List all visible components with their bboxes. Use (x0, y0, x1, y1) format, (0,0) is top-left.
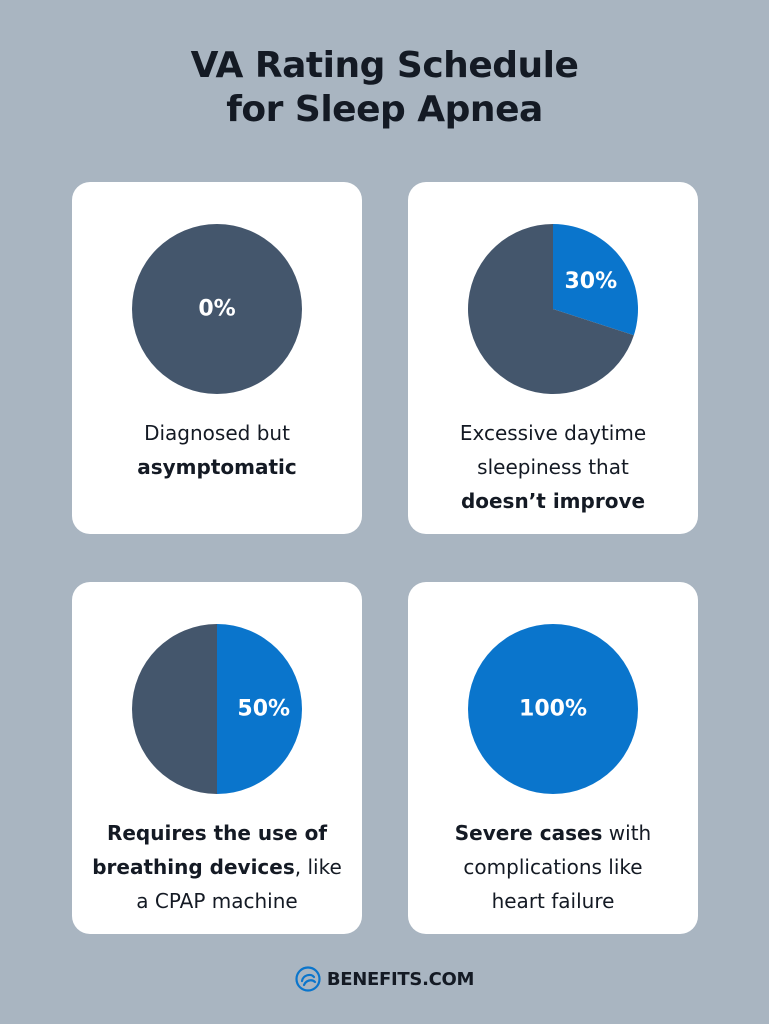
rating-description: Diagnosed but asymptomatic (82, 416, 352, 484)
description-text: heart failure (491, 889, 615, 913)
footer: BENEFITS.COM (0, 966, 769, 992)
description-bold-text: doesn’t improve (460, 489, 646, 513)
description-text: , like (294, 855, 342, 879)
rating-description: Excessive daytime sleepiness that doesn’t … (418, 416, 688, 518)
pie-slice-remainder (132, 224, 302, 394)
description-text: with (602, 821, 652, 845)
pie-slice-remainder (468, 224, 634, 394)
description-bold-text: asymptomatic (137, 455, 297, 479)
rating-card-30-percent: 30% Excessive daytime sleepiness that doesn… (408, 182, 698, 534)
page-title: VA Rating Schedule for Sleep Apnea (0, 44, 769, 132)
description-line: heart failure (418, 884, 688, 918)
description-text: Diagnosed but (144, 421, 290, 445)
rating-description: Severe cases with complications like heart… (418, 816, 688, 918)
pie-slice-rating (468, 624, 638, 794)
pie-percent-label: 50% (237, 697, 290, 722)
benefits-swirl-logo-icon (295, 966, 321, 992)
description-line: sleepiness that (418, 450, 688, 484)
pie-percent-label: 30% (564, 269, 617, 294)
pie-chart: 50% (132, 624, 302, 794)
description-bold-text: Requires the use of (106, 821, 328, 845)
description-line: Diagnosed but (82, 416, 352, 450)
description-text: a CPAP machine (136, 889, 298, 913)
description-text: sleepiness that (477, 455, 629, 479)
description-line: Excessive daytime (418, 416, 688, 450)
pie-slice-rating (553, 224, 638, 336)
description-text: complications like (463, 855, 643, 879)
rating-card-50-percent: 50% Requires the use of breathing devices,… (72, 582, 362, 934)
pie-chart: 30% (468, 224, 638, 394)
page-title-line-2: for Sleep Apnea (226, 89, 543, 130)
description-line: asymptomatic (82, 450, 352, 484)
rating-description: Requires the use of breathing devices, li… (82, 816, 352, 918)
pie-chart: 100% (468, 624, 638, 794)
pie-slice-rating (217, 624, 302, 794)
description-line: a CPAP machine (82, 884, 352, 918)
rating-card-100-percent: 100% Severe cases with complications like h… (408, 582, 698, 934)
pie-chart: 0% (132, 224, 302, 394)
description-line: Requires the use of (82, 816, 352, 850)
pie-percent-label: 0% (198, 297, 235, 322)
description-line: complications like (418, 850, 688, 884)
pie-slice-remainder (132, 624, 217, 794)
description-line: doesn’t improve (418, 484, 688, 518)
description-line: Severe cases with (418, 816, 688, 850)
description-bold-text: breathing devices (92, 855, 295, 879)
rating-card-0-percent: 0% Diagnosed but asymptomatic (72, 182, 362, 534)
pie-percent-label: 100% (519, 697, 587, 722)
description-line: breathing devices, like (82, 850, 352, 884)
description-text: Excessive daytime (459, 421, 647, 445)
brand-name: BENEFITS.COM (326, 968, 475, 990)
page-title-line-1: VA Rating Schedule (190, 45, 579, 86)
description-bold-text: Severe cases (454, 821, 603, 845)
